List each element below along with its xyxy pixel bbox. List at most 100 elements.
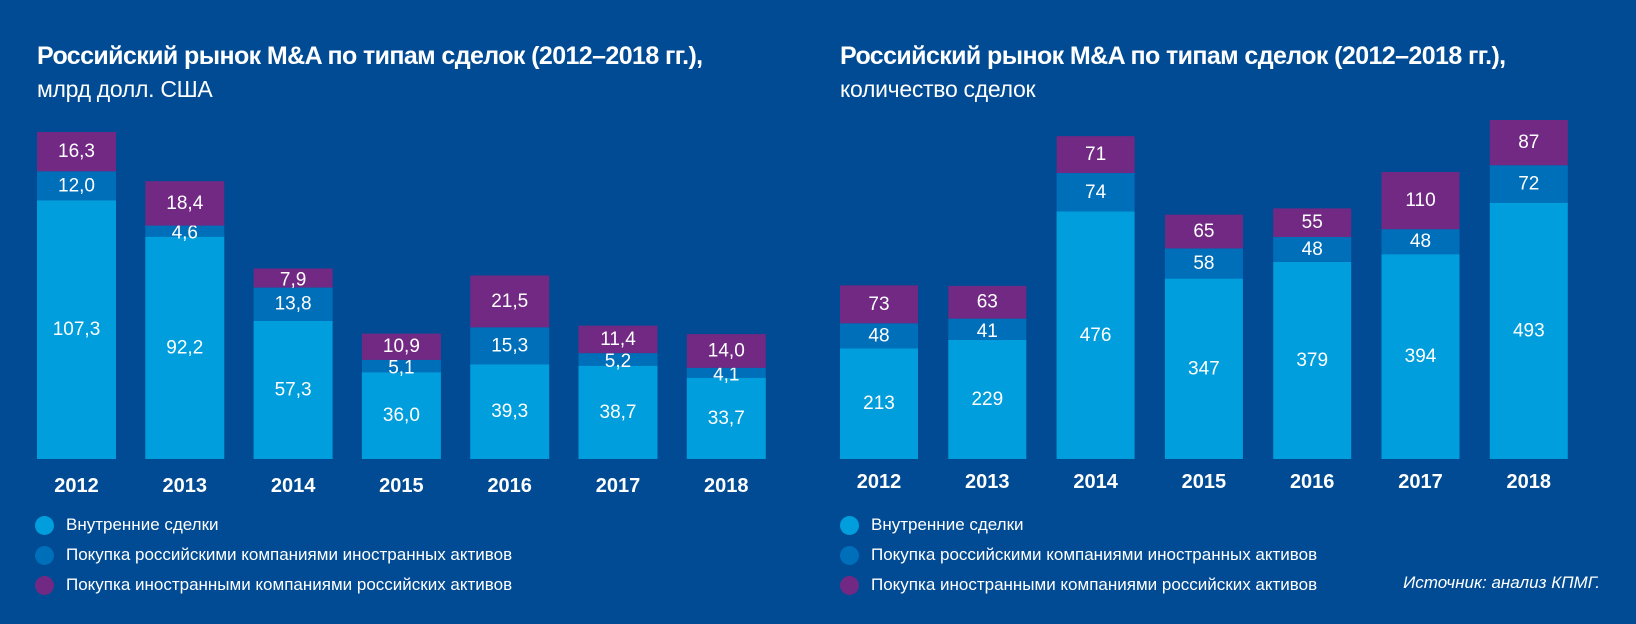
- bar-segment-inbound-2014: [1056, 136, 1135, 174]
- x-tick-label-2016: 2016: [487, 475, 532, 497]
- legend-label: Покупка иностранными компаниями российск…: [66, 575, 513, 594]
- data-label-outbound-2016: 15,3: [491, 335, 528, 356]
- legend-swatch-outbound: [35, 545, 54, 565]
- legend-swatch-domestic: [35, 515, 54, 535]
- data-label-inbound-2012: 73: [868, 294, 889, 315]
- data-label-inbound-2018: 14,0: [708, 340, 745, 361]
- x-tick-label-2015: 2015: [1182, 471, 1227, 493]
- data-label-domestic-2014: 57,3: [275, 379, 312, 400]
- bar-segment-domestic-2014: [1056, 211, 1135, 459]
- legend-item-domestic: Внутренние сделки: [840, 510, 1317, 540]
- bar-segment-outbound-2013: [948, 318, 1027, 340]
- legend-item-outbound: Покупка российскими компаниями иностранн…: [840, 540, 1317, 570]
- data-label-inbound-2013: 63: [977, 292, 998, 313]
- bar-segment-outbound-2014: [1056, 173, 1135, 212]
- bar-segment-inbound-2012: [37, 132, 116, 172]
- bar-group-2016: 379 48 55: [1273, 208, 1352, 459]
- data-label-inbound-2013: 18,4: [166, 193, 203, 214]
- x-tick-label-2017: 2017: [596, 475, 641, 497]
- bar-group-2013: 92,2 4,6 18,4: [145, 181, 225, 459]
- data-label-inbound-2016: 21,5: [491, 291, 528, 312]
- x-tick-label-2014: 2014: [271, 475, 316, 497]
- data-label-domestic-2017: 394: [1405, 346, 1437, 367]
- legend-swatch-inbound: [35, 575, 54, 595]
- data-label-outbound-2014: 74: [1085, 182, 1107, 203]
- data-label-inbound-2014: 71: [1085, 144, 1106, 165]
- bar-segment-domestic-2016: [1273, 261, 1352, 459]
- bar-segment-inbound-2016: [1273, 208, 1352, 237]
- data-label-outbound-2018: 72: [1518, 173, 1539, 194]
- bar-segment-domestic-2015: [361, 372, 441, 459]
- data-label-outbound-2012: 12,0: [58, 175, 95, 196]
- bar-segment-outbound-2017: [578, 353, 658, 366]
- x-tick-label-2015: 2015: [379, 475, 424, 497]
- data-label-domestic-2017: 38,7: [600, 402, 637, 423]
- bar-segment-inbound-2018: [1489, 120, 1568, 166]
- bar-segment-inbound-2018: [686, 334, 766, 368]
- data-label-domestic-2016: 379: [1296, 350, 1328, 371]
- bar-segment-inbound-2013: [145, 181, 225, 226]
- bar-group-2015: 347 58 65: [1164, 214, 1243, 459]
- legend-label: Внутренние сделки: [871, 515, 1024, 534]
- data-label-outbound-2017: 5,2: [605, 351, 631, 372]
- bar-segment-inbound-2015: [361, 333, 441, 360]
- data-label-outbound-2014: 13,8: [275, 294, 312, 315]
- chart-subtitle: количество сделок: [840, 76, 1036, 102]
- x-tick-label-2017: 2017: [1398, 471, 1443, 493]
- data-label-domestic-2015: 347: [1188, 358, 1220, 379]
- bar-segment-outbound-2016: [470, 327, 550, 365]
- data-label-outbound-2013: 41: [977, 321, 998, 342]
- bar-group-2014: 476 74 71: [1056, 136, 1135, 459]
- legend: Внутренние сделки Покупка российскими ко…: [840, 510, 1317, 600]
- data-label-domestic-2012: 107,3: [53, 319, 101, 340]
- legend-label: Внутренние сделки: [66, 515, 219, 534]
- data-label-inbound-2015: 10,9: [383, 336, 420, 357]
- x-tick-label-2014: 2014: [1073, 471, 1118, 493]
- bar-group-2018: 493 72 87: [1489, 120, 1568, 460]
- data-label-inbound-2016: 55: [1302, 212, 1323, 233]
- legend-swatch-outbound: [840, 545, 859, 565]
- legend-swatch-domestic: [840, 515, 859, 535]
- legend-item-inbound: Покупка иностранными компаниями российск…: [35, 570, 512, 600]
- bar-group-2015: 36,0 5,110,9: [361, 333, 441, 459]
- chart-subtitle: млрд долл. США: [37, 76, 213, 102]
- data-label-inbound-2018: 87: [1518, 132, 1539, 153]
- stacked-bar-chart-value: 107,3 12,0 16,3 2012 92,2 4,6 18,4 2013 57,3 13,8…: [37, 132, 766, 497]
- bar-group-2012: 213 48 73: [840, 285, 918, 459]
- bar-segment-domestic-2013: [145, 236, 225, 459]
- bar-group-2012: 107,3 12,0 16,3: [37, 132, 116, 459]
- legend-swatch-inbound: [840, 575, 859, 595]
- x-tick-label-2013: 2013: [163, 475, 208, 497]
- bar-segment-domestic-2015: [1164, 278, 1243, 459]
- x-tick-label-2018: 2018: [1507, 471, 1552, 493]
- data-label-domestic-2013: 92,2: [166, 337, 203, 358]
- bar-segment-inbound-2012: [840, 285, 918, 324]
- legend-item-outbound: Покупка российскими компаниями иностранн…: [35, 540, 512, 570]
- data-label-outbound-2015: 5,1: [388, 358, 414, 379]
- data-label-domestic-2013: 229: [971, 389, 1003, 410]
- legend-label: Покупка иностранными компаниями российск…: [871, 575, 1318, 594]
- x-tick-label-2016: 2016: [1290, 471, 1335, 493]
- bar-segment-domestic-2017: [578, 365, 658, 459]
- data-label-inbound-2017: 11,4: [600, 329, 636, 350]
- data-label-domestic-2015: 36,0: [383, 405, 420, 426]
- chart-title: Российский рынок M&A по типам сделок (20…: [37, 42, 703, 70]
- data-label-domestic-2018: 33,7: [708, 408, 745, 429]
- legend-item-domestic: Внутренние сделки: [35, 510, 512, 540]
- legend-label: Покупка российскими компаниями иностранн…: [871, 545, 1318, 564]
- data-label-domestic-2012: 213: [863, 393, 895, 414]
- data-label-inbound-2015: 65: [1193, 221, 1214, 242]
- bar-group-2017: 394 48 110: [1381, 171, 1460, 459]
- bar-segment-outbound-2012: [37, 171, 116, 201]
- bar-segment-outbound-2014: [253, 287, 333, 321]
- data-label-domestic-2016: 39,3: [491, 401, 528, 422]
- x-tick-label-2013: 2013: [965, 471, 1010, 493]
- bar-segment-domestic-2012: [37, 200, 116, 459]
- chart-title: Российский рынок M&A по типам сделок (20…: [840, 42, 1506, 70]
- bar-segment-outbound-2012: [840, 323, 918, 349]
- stacked-bar-chart-count: 213 48 73 2012 229 41 63 2013 476 74 71 2014 347 58 65…: [840, 120, 1568, 493]
- bar-segment-domestic-2018: [1489, 202, 1568, 460]
- bar-segment-inbound-2014: [253, 268, 333, 288]
- bar-segment-inbound-2017: [1381, 171, 1460, 230]
- bar-segment-inbound-2016: [470, 275, 550, 328]
